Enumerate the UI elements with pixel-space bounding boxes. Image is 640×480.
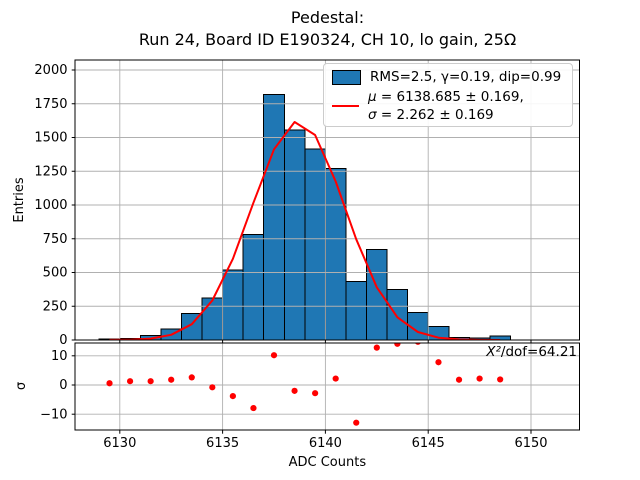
histogram-bar [242,234,265,340]
sigma-value: = 2.262 ± 0.169 [376,107,494,123]
residual-point [229,392,236,400]
histogram-bar [489,335,511,340]
residual-point [394,343,401,347]
histogram-bars [98,93,511,340]
x-tick-label: 6130 [103,436,136,451]
residual-point [353,419,360,426]
chi2-annotation: X²/dof=64.21 [486,344,577,360]
residual-grid [75,343,580,431]
histogram-swatch-icon [332,69,361,85]
residual-y-tick-label: 10 [51,349,68,364]
mu-symbol: μ [368,89,377,105]
x-tick-label: 6140 [309,436,342,451]
histogram-bar [345,280,368,340]
residual-point [147,378,154,385]
residual-point [476,375,483,382]
histogram-bar [222,269,244,340]
main-ticks [71,69,532,343]
residual-point [291,387,298,394]
chi2-symbol: X² [486,344,501,360]
residual-ylabel: σ [14,382,29,390]
residual-ticks [71,355,532,434]
legend: RMS=2.5, γ=0.19, dip=0.99 μ = 6138.685 ±… [323,63,573,127]
residual-points [106,343,504,426]
y-tick-label: 2000 [34,63,67,78]
legend-item-histogram: RMS=2.5, γ=0.19, dip=0.99 [332,69,564,85]
legend-fit-label: μ = 6138.685 ± 0.169, σ = 2.262 ± 0.169 [368,88,524,124]
y-tick-label: 1250 [34,164,67,179]
histogram-bar [201,297,224,340]
main-axes-frame [74,59,580,341]
residual-point [270,352,278,359]
main-ylabel: Entries [12,177,27,223]
residual-axes-frame [74,342,580,431]
residual-point [126,378,134,385]
y-tick-label: 1500 [34,131,67,146]
y-tick-label: 1000 [34,198,67,213]
chi2-value: /dof=64.21 [500,344,577,360]
histogram-bar [366,249,388,340]
residual-point [497,376,504,383]
chart-title-line1: Pedestal: [290,8,365,27]
residual-point [250,404,257,412]
residual-point [168,376,175,383]
x-tick-label: 6145 [412,436,445,451]
fit-curve [109,121,501,340]
y-tick-label: 250 [43,299,68,314]
sigma-symbol: σ [368,107,377,123]
x-tick-label: 6150 [514,436,547,451]
x-axis-label: ADC Counts [289,455,367,470]
legend-item-fit: μ = 6138.685 ± 0.169, σ = 2.262 ± 0.169 [332,88,564,124]
histogram-bar [304,148,326,340]
histogram-bar [263,93,285,340]
y-tick-label: 0 [59,333,67,348]
residual-point [332,375,339,382]
mu-value: = 6138.685 ± 0.169, [376,89,524,105]
residual-y-tick-label: −10 [40,407,67,422]
y-tick-label: 500 [43,266,68,281]
residual-point [209,384,216,391]
chart-title-line2: Run 24, Board ID E190324, CH 10, lo gain… [138,30,517,49]
residual-point [455,376,463,383]
residual-point [373,344,380,351]
y-tick-label: 750 [43,232,68,247]
residual-y-tick-label: 0 [59,378,67,393]
residual-point [435,359,442,366]
residual-point [106,380,113,387]
histogram-bar [386,288,409,340]
histogram-bar [324,168,347,340]
residual-point [312,390,319,397]
histogram-bar [283,129,306,340]
legend-histogram-label: RMS=2.5, γ=0.19, dip=0.99 [370,69,562,85]
fit-line-icon [332,105,359,107]
y-tick-label: 1750 [34,97,67,112]
x-tick-label: 6135 [206,436,239,451]
residual-point [188,374,195,381]
